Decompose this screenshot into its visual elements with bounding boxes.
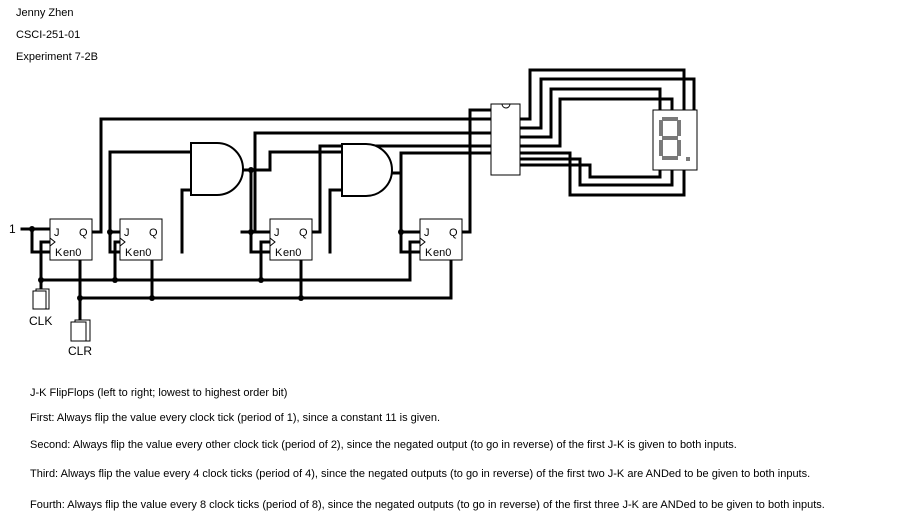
splitter-chip[interactable] xyxy=(490,103,521,176)
ff3-enable-pin: en0 xyxy=(283,247,301,259)
experiment-title: Experiment 7-2B xyxy=(16,51,98,63)
ff4-j-pin: J xyxy=(424,227,430,239)
note-third: Third: Always flip the value every 4 clo… xyxy=(30,468,811,480)
course-code: CSCI-251-01 xyxy=(16,29,81,41)
ff1-k-pin: K xyxy=(55,247,63,259)
wire-junctions xyxy=(29,167,404,301)
wire-clear xyxy=(78,260,453,322)
wire-clock xyxy=(39,240,422,291)
ff2-k-pin: K xyxy=(125,247,133,259)
wire-bus xyxy=(90,108,494,254)
ff4-enable-pin: en0 xyxy=(433,247,451,259)
notes-title: J-K FlipFlops (left to right; lowest to … xyxy=(30,387,288,399)
ff3-q-pin: Q xyxy=(299,227,308,239)
ff4-q-pin: Q xyxy=(449,227,458,239)
author-name: Jenny Zhen xyxy=(16,7,74,19)
ff1-enable-pin: en0 xyxy=(63,247,81,259)
and-gate-2[interactable] xyxy=(341,143,393,197)
ff3-j-pin: J xyxy=(274,227,280,239)
jk-flipflop-1[interactable]: J Q K en0 xyxy=(49,218,93,261)
note-first: First: Always flip the value every clock… xyxy=(30,412,441,424)
circuit-canvas: 1 J Q K en0 J Q K en0 J Q K en0 J Q K en… xyxy=(9,68,698,358)
ff2-enable-pin: en0 xyxy=(133,247,151,259)
ff3-k-pin: K xyxy=(275,247,283,259)
ff2-j-pin: J xyxy=(124,227,130,239)
clear-input[interactable] xyxy=(70,319,91,342)
ff1-j-pin: J xyxy=(54,227,60,239)
clock-label: CLK xyxy=(29,314,52,328)
note-second: Second: Always flip the value every othe… xyxy=(30,439,737,451)
clear-label: CLR xyxy=(68,344,92,358)
seven-segment-display xyxy=(652,109,698,171)
clock-input[interactable] xyxy=(32,288,50,310)
and-gate-1[interactable] xyxy=(190,142,244,196)
jk-flipflop-3[interactable]: J Q K en0 xyxy=(269,218,313,261)
wire-display xyxy=(518,68,696,197)
ff1-q-pin: Q xyxy=(79,227,88,239)
note-fourth: Fourth: Always flip the value every 8 cl… xyxy=(30,499,825,511)
ff2-q-pin: Q xyxy=(149,227,158,239)
jk-flipflop-2[interactable]: J Q K en0 xyxy=(119,218,163,261)
jk-flipflop-4[interactable]: J Q K en0 xyxy=(419,218,463,261)
ff4-k-pin: K xyxy=(425,247,433,259)
constant-input-label: 1 xyxy=(9,222,16,236)
